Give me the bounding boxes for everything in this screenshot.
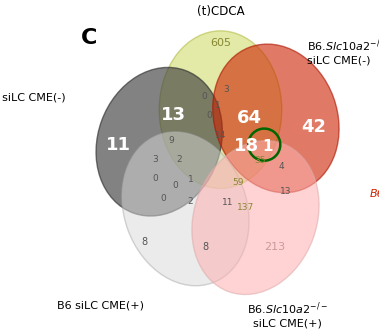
Ellipse shape [213, 44, 339, 193]
Text: 9: 9 [168, 136, 174, 145]
Text: 137: 137 [236, 203, 254, 212]
Text: 14: 14 [215, 131, 226, 140]
Text: 18: 18 [234, 137, 259, 155]
Text: 0: 0 [161, 194, 166, 203]
Text: 0: 0 [202, 92, 207, 101]
Text: 64: 64 [237, 109, 262, 127]
Text: C: C [80, 28, 97, 48]
Text: 0: 0 [152, 174, 158, 183]
Ellipse shape [192, 141, 319, 294]
Text: 8: 8 [203, 242, 209, 252]
Text: 4: 4 [279, 162, 285, 171]
Text: 13: 13 [161, 107, 186, 125]
Text: 8: 8 [141, 238, 148, 247]
Text: 213: 213 [264, 242, 285, 252]
Text: 3: 3 [152, 155, 158, 164]
Text: 35: 35 [254, 156, 266, 165]
Text: B6 siLC CME(-): B6 siLC CME(-) [0, 93, 66, 103]
Text: 1: 1 [188, 175, 194, 184]
Text: 3: 3 [224, 85, 229, 94]
Text: 11: 11 [222, 199, 233, 207]
Text: 59: 59 [232, 178, 244, 187]
Text: 0: 0 [172, 181, 178, 190]
Text: 2: 2 [187, 197, 193, 206]
Text: 2: 2 [177, 155, 182, 164]
Ellipse shape [122, 132, 249, 286]
Ellipse shape [159, 31, 282, 188]
Text: 13: 13 [280, 187, 292, 196]
Text: 42: 42 [301, 118, 326, 136]
Ellipse shape [96, 67, 222, 216]
Text: B6.$Slc10a2^{-/-}$
siLC CME(+): B6.$Slc10a2^{-/-}$ siLC CME(+) [247, 301, 328, 329]
Text: 605: 605 [210, 38, 231, 48]
Text: 1: 1 [215, 101, 221, 110]
Text: B6.S: B6.S [369, 189, 379, 199]
Text: 0: 0 [206, 111, 212, 120]
Text: 1: 1 [262, 139, 273, 153]
Text: (t)CDCA: (t)CDCA [197, 5, 244, 18]
Text: B6.$Slc10a2^{-/-}$
siLC CME(-): B6.$Slc10a2^{-/-}$ siLC CME(-) [307, 37, 379, 65]
Text: 11: 11 [106, 136, 131, 154]
Text: B6 siLC CME(+): B6 siLC CME(+) [57, 301, 144, 311]
